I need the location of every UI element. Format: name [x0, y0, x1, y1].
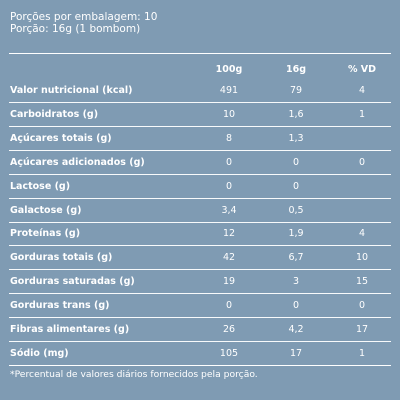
nutrient-label: Valor nutricional (kcal) [10, 85, 133, 96]
table-row: Açúcares totais (g) 8 1,3 [0, 133, 400, 157]
value-per-100g: 26 [222, 324, 236, 335]
table-row: Açúcares adicionados (g) 0 0 0 [0, 157, 400, 181]
value-per-100g: 491 [219, 85, 239, 96]
daily-value-percent: 4 [358, 228, 366, 239]
value-per-portion: 1,6 [288, 109, 304, 120]
value-per-100g: 0 [225, 157, 233, 168]
value-per-portion: 0 [292, 300, 300, 311]
value-per-100g: 19 [222, 276, 236, 287]
column-header-portion: 16g [285, 64, 307, 75]
table-row: Lactose (g) 0 0 [0, 181, 400, 205]
value-per-portion: 4,2 [288, 324, 304, 335]
table-row: Valor nutricional (kcal) 491 79 4 [0, 85, 400, 109]
value-per-portion: 3 [292, 276, 300, 287]
value-per-100g: 10 [222, 109, 236, 120]
nutrient-label: Galactose (g) [10, 205, 82, 216]
value-per-portion: 0 [292, 181, 300, 192]
row-divider [9, 269, 391, 270]
nutrient-label: Açúcares adicionados (g) [10, 157, 145, 168]
daily-value-percent: 4 [358, 85, 366, 96]
value-per-100g: 0 [225, 300, 233, 311]
value-per-portion: 1,3 [288, 133, 304, 144]
row-divider [9, 317, 391, 318]
portion-info: Porções por embalagem: 10 Porção: 16g (1… [10, 11, 157, 35]
value-per-100g: 3,4 [221, 205, 237, 216]
nutrient-label: Lactose (g) [10, 181, 71, 192]
value-per-100g: 8 [225, 133, 233, 144]
row-divider [9, 174, 391, 175]
row-divider [9, 126, 391, 127]
table-row: Gorduras trans (g) 0 0 0 [0, 300, 400, 324]
daily-value-percent: 0 [358, 157, 366, 168]
value-per-100g: 105 [219, 348, 239, 359]
table-row: Galactose (g) 3,4 0,5 [0, 205, 400, 229]
footnote: *Percentual de valores diários fornecido… [10, 369, 258, 380]
row-divider [9, 198, 391, 199]
table-bottom-divider [9, 365, 391, 366]
table-row: Gorduras totais (g) 42 6,7 10 [0, 252, 400, 276]
nutrient-label: Fibras alimentares (g) [10, 324, 130, 335]
value-per-portion: 0 [292, 157, 300, 168]
portion-size: Porção: 16g (1 bombom) [10, 23, 141, 35]
table-row: Carboidratos (g) 10 1,6 1 [0, 109, 400, 133]
row-divider [9, 102, 391, 103]
nutrient-label: Gorduras trans (g) [10, 300, 110, 311]
column-header-100g: 100g [215, 64, 243, 75]
table-row: Gorduras saturadas (g) 19 3 15 [0, 276, 400, 300]
nutrient-label: Gorduras totais (g) [10, 252, 113, 263]
daily-value-percent: 1 [358, 109, 366, 120]
value-per-100g: 12 [222, 228, 236, 239]
servings-per-package: Porções por embalagem: 10 [10, 11, 158, 23]
row-divider [9, 222, 391, 223]
value-per-100g: 42 [222, 252, 236, 263]
table-row: Sódio (mg) 105 17 1 [0, 348, 400, 372]
column-header-daily-value: % VD [347, 64, 377, 75]
nutrient-label: Carboidratos (g) [10, 109, 99, 120]
value-per-portion: 17 [289, 348, 303, 359]
value-per-portion: 0,5 [288, 205, 304, 216]
nutrient-label: Proteínas (g) [10, 228, 81, 239]
table-top-divider [9, 53, 391, 54]
value-per-100g: 0 [225, 181, 233, 192]
table-row: Fibras alimentares (g) 26 4,2 17 [0, 324, 400, 348]
nutrient-label: Sódio (mg) [10, 348, 69, 359]
value-per-portion: 79 [289, 85, 303, 96]
row-divider [9, 150, 391, 151]
table-row: Proteínas (g) 12 1,9 4 [0, 228, 400, 252]
value-per-portion: 1,9 [288, 228, 304, 239]
row-divider [9, 245, 391, 246]
daily-value-percent: 15 [355, 276, 369, 287]
nutrient-label: Açúcares totais (g) [10, 133, 112, 144]
daily-value-percent: 17 [355, 324, 369, 335]
nutrient-label: Gorduras saturadas (g) [10, 276, 135, 287]
daily-value-percent: 0 [358, 300, 366, 311]
value-per-portion: 6,7 [288, 252, 304, 263]
daily-value-percent: 10 [355, 252, 369, 263]
daily-value-percent: 1 [358, 348, 366, 359]
row-divider [9, 293, 391, 294]
row-divider [9, 341, 391, 342]
